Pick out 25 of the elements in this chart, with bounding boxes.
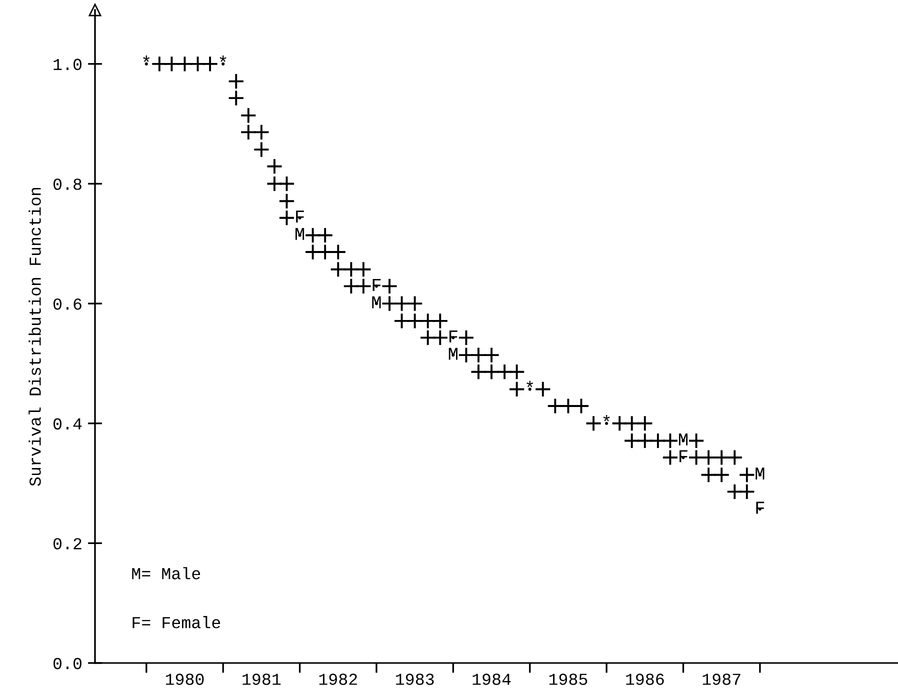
point [222,62,225,66]
y-tick-label: 0.6 [54,298,82,310]
annotation: M= Male [132,567,200,580]
x-tick-label: 1980 [166,674,204,685]
y-tick-label: 0.4 [54,418,82,430]
point [528,388,532,391]
data-label: * [526,380,534,388]
x-tick-label: 1982 [319,674,357,685]
y-tick-label: 0.8 [54,178,82,190]
x-tick-label: 1986 [626,674,664,685]
y-tick-label: 0.2 [54,538,82,550]
point [144,62,148,66]
x-tick-label: 1981 [242,674,281,685]
point [605,422,608,425]
annotation: F= Female [132,616,220,628]
data-label: * [603,414,610,422]
data-label: * [143,56,150,62]
x-tick-label: 1987 [702,674,740,685]
y-axis-title: Survival Distribution Function [28,188,41,486]
data-label: * [220,56,226,62]
x-tick-label: 1985 [549,674,588,685]
x-tick-label: 1983 [396,674,434,685]
y-tick-label: 0.0 [54,658,82,670]
x-tick-label: 1984 [472,674,511,685]
y-tick-label: 1.0 [54,58,82,70]
